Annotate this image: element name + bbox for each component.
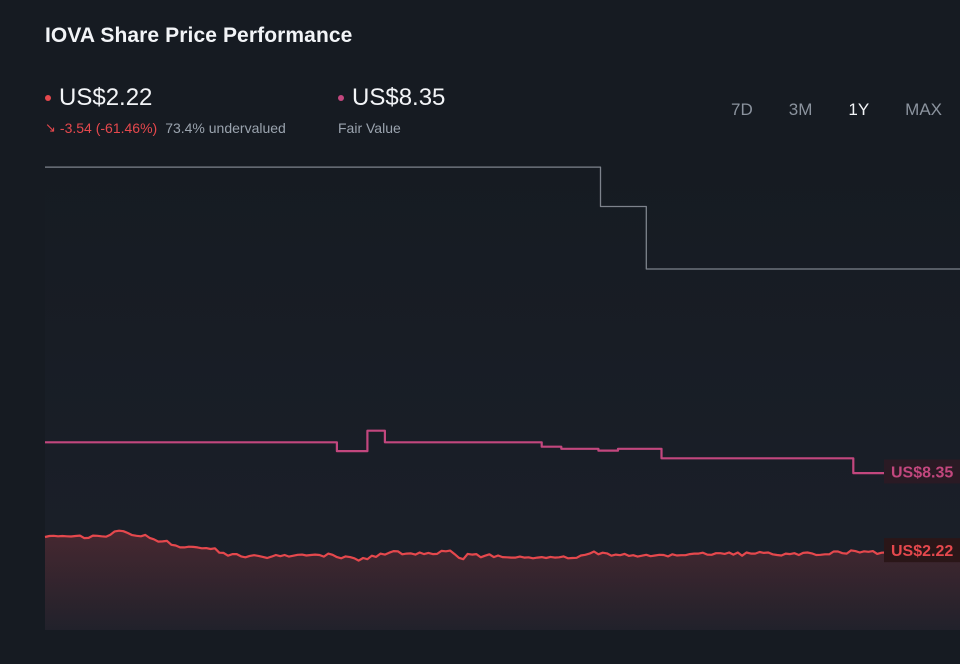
tab-7d[interactable]: 7D	[731, 100, 753, 119]
fair-value-label: Fair Value	[338, 120, 401, 136]
fair-value-legend-dot	[338, 95, 344, 101]
tab-max[interactable]: MAX	[905, 100, 942, 119]
undervalued-note: 73.4% undervalued	[165, 120, 286, 136]
tab-3m[interactable]: 3M	[788, 100, 813, 119]
down-arrow-icon: ↘	[45, 120, 56, 135]
current-price-value: US$2.22	[59, 84, 153, 111]
price-end-tag	[884, 538, 960, 563]
price-area	[45, 530, 960, 630]
chart-title: IOVA Share Price Performance	[45, 24, 353, 47]
timeframe-tabs: 7D 3M 1Y MAX	[695, 98, 942, 122]
fair-value-block: US$8.35 Fair Value	[338, 84, 445, 136]
tab-1y[interactable]: 1Y	[848, 100, 870, 119]
current-price-block: US$2.22 ↘ -3.54 (-61.46%) 73.4% underval…	[45, 84, 286, 136]
fair-value-end-label: US$8.35	[891, 464, 953, 481]
price-end-label: US$2.22	[891, 543, 953, 560]
analyst-line	[45, 166, 960, 270]
price-change: -3.54 (-61.46%)	[59, 120, 158, 136]
price-line	[44, 529, 960, 562]
price-legend-dot	[45, 95, 51, 101]
fair-value-end-tag	[884, 459, 960, 484]
fair-value-amount: US$8.35	[352, 84, 446, 111]
